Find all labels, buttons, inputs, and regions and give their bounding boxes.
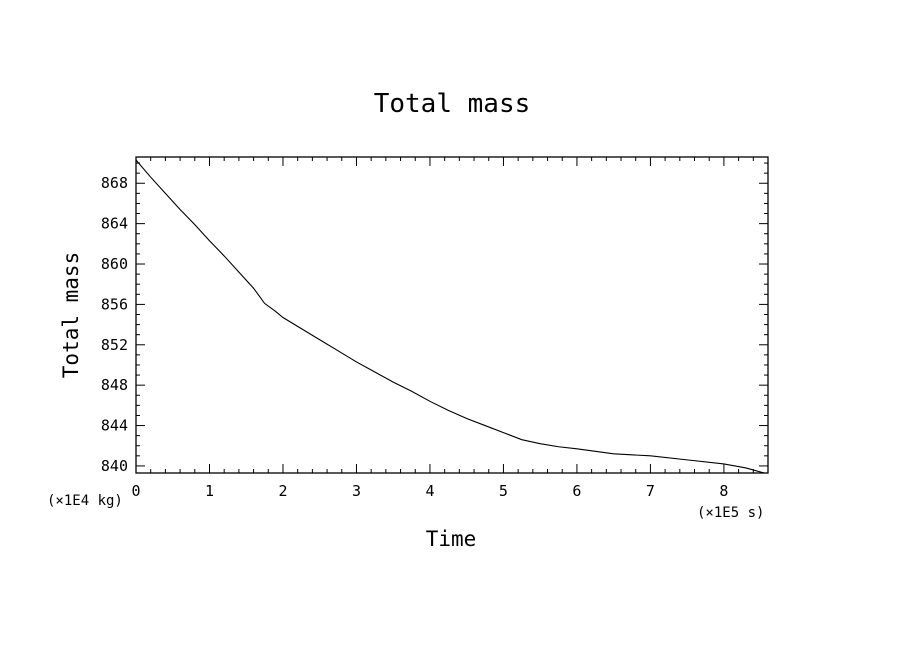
y-tick-label: 856 xyxy=(101,295,128,313)
x-tick-label: 6 xyxy=(572,482,581,500)
ticks-layer xyxy=(135,157,768,473)
y-tick-label: 848 xyxy=(101,376,128,394)
series-line-total-mass xyxy=(135,159,765,474)
y-tick-label: 864 xyxy=(101,215,128,233)
tick-labels-layer: 0 1 2 3 4 5 6 7 8 840 844 848 852 856 860 864 868 xyxy=(101,174,729,500)
x-tick-label: 4 xyxy=(425,482,434,500)
x-tick-label: 7 xyxy=(646,482,655,500)
x-tick-label: 0 xyxy=(131,482,140,500)
x-unit-label: (×1E5 s) xyxy=(697,505,764,521)
chart-title: Total mass xyxy=(374,89,531,119)
x-axis-title: Time xyxy=(426,527,477,551)
y-tick-label: 860 xyxy=(101,255,128,273)
x-tick-label: 3 xyxy=(352,482,361,500)
plot-frame xyxy=(135,156,769,474)
y-tick-label: 868 xyxy=(101,174,128,192)
y-unit-label: (×1E4 kg) xyxy=(47,493,123,509)
x-tick-label: 8 xyxy=(719,482,728,500)
y-axis-title: Total mass xyxy=(59,252,83,378)
x-tick-label: 5 xyxy=(499,482,508,500)
y-tick-label: 852 xyxy=(101,336,128,354)
y-tick-label: 840 xyxy=(101,457,128,475)
x-tick-label: 2 xyxy=(278,482,287,500)
x-tick-label: 1 xyxy=(205,482,214,500)
y-tick-label: 844 xyxy=(101,417,128,435)
